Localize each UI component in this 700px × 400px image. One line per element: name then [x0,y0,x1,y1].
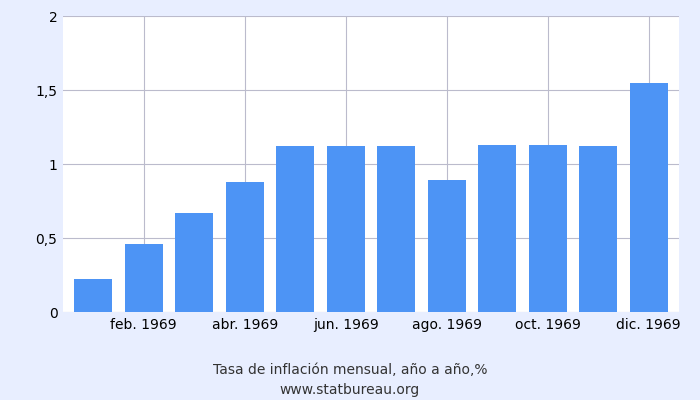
Bar [580,146,617,312]
Text: www.statbureau.org: www.statbureau.org [280,383,420,397]
Bar [377,146,415,312]
Bar [630,83,668,312]
Bar [226,182,264,312]
Bar [478,145,516,312]
Bar [175,213,214,312]
Bar [276,146,314,312]
Bar [528,145,567,312]
Bar [428,180,466,312]
Bar [327,146,365,312]
Bar [74,280,112,312]
Bar [125,244,162,312]
Text: Tasa de inflación mensual, año a año,%: Tasa de inflación mensual, año a año,% [213,363,487,377]
